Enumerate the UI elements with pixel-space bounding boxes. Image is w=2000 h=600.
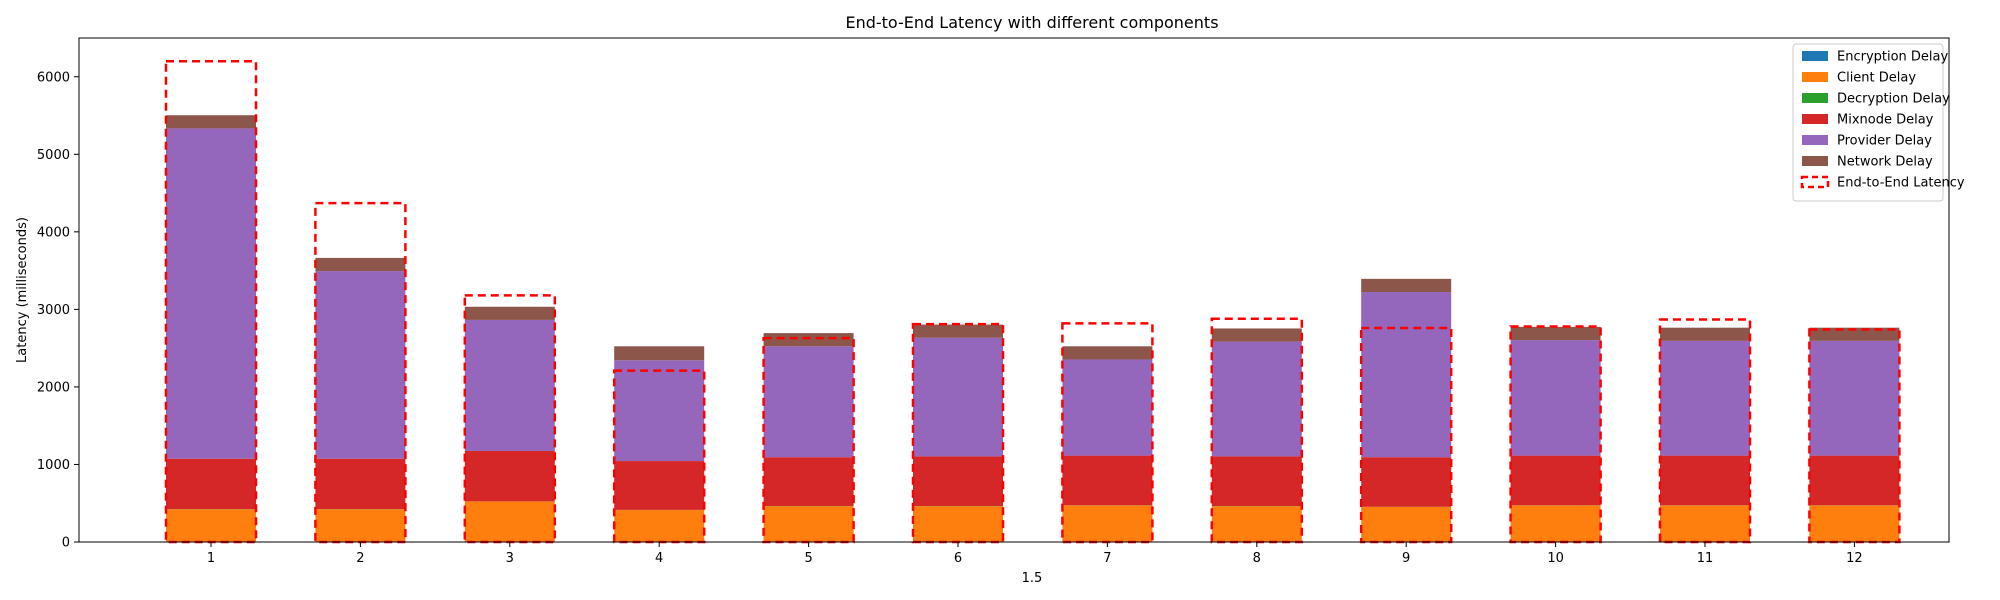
legend-swatch-6 (1802, 156, 1828, 166)
bar-segment-4-cat-10 (1510, 455, 1601, 506)
bar-segment-4-cat-4 (614, 461, 705, 510)
bar-segment-2-cat-2 (315, 509, 406, 542)
end-to-end-bar-9 (1359, 326, 1453, 544)
bar-segment-4-cat-11 (1660, 455, 1750, 506)
bar-segment-2-cat-8 (1211, 506, 1302, 542)
bar-segment-2-cat-3 (464, 501, 555, 542)
legend-label-6: Network Delay (1837, 155, 1933, 170)
y-tick-label-4: 4000 (37, 225, 70, 240)
bar-segment-5-cat-1 (166, 128, 256, 459)
bar-segment-4-cat-7 (1062, 455, 1153, 506)
legend-label-7: End-to-End Latency (1837, 176, 1965, 191)
legend-label-1: Encryption Delay (1837, 50, 1949, 65)
y-tick-label-6: 6000 (37, 70, 70, 85)
y-tick-label-5: 5000 (37, 148, 70, 163)
y-tick-label-1: 1000 (37, 458, 70, 473)
bar-segment-6-cat-2 (315, 257, 406, 272)
bar-segment-4-cat-12 (1809, 455, 1900, 506)
bar-segment-6-cat-11 (1660, 327, 1750, 341)
chart-title: End-to-End Latency with different compon… (845, 13, 1218, 32)
bar-segment-4-cat-2 (315, 458, 406, 510)
legend-label-2: Client Delay (1837, 71, 1916, 86)
x-tick-label-2: 2 (356, 551, 364, 566)
bar-segment-4-cat-3 (464, 450, 555, 502)
bar-segment-4-cat-5 (763, 457, 854, 507)
bar-segment-5-cat-4 (614, 360, 705, 462)
legend: Encryption Delay Client Delay Decryption D… (1792, 43, 1965, 202)
bar-segment-2-cat-10 (1510, 505, 1601, 542)
bar-segment-6-cat-5 (763, 333, 854, 347)
bar-segment-2-cat-6 (913, 506, 1003, 542)
x-axis: 1 2 3 4 5 6 7 8 9 10 11 12 (207, 542, 1863, 566)
legend-swatch-7 (1800, 175, 1830, 189)
bar-segment-2-cat-5 (763, 506, 854, 542)
bar-segment-5-cat-2 (315, 271, 406, 459)
bar-segment-6-cat-6 (913, 324, 1003, 338)
bar-segment-6-cat-12 (1809, 327, 1900, 341)
legend-swatch-1 (1802, 51, 1828, 61)
y-axis: 0 1000 2000 3000 4000 5000 6000 (37, 70, 79, 551)
bar-segment-6-cat-1 (166, 115, 256, 129)
bar-segment-5-cat-9 (1361, 292, 1452, 458)
plot-frame (78, 37, 1950, 543)
bar-segment-5-cat-5 (763, 346, 854, 458)
x-tick-label-1: 1 (207, 551, 215, 566)
bar-segment-4-cat-9 (1361, 457, 1452, 507)
y-axis-label: Latency (milliseconds) (15, 217, 30, 363)
bar-segment-5-cat-12 (1809, 340, 1900, 456)
legend-label-4: Mixnode Delay (1837, 113, 1934, 128)
legend-swatch-5 (1802, 135, 1828, 145)
legend-label-5: Provider Delay (1837, 134, 1932, 149)
bar-segment-5-cat-7 (1062, 359, 1153, 456)
bar-segment-2-cat-4 (614, 510, 705, 542)
bars-group (166, 115, 1900, 542)
bar-segment-2-cat-9 (1361, 506, 1452, 542)
bar-segment-2-cat-12 (1809, 505, 1900, 542)
x-tick-label-12: 12 (1846, 551, 1863, 566)
bar-segment-4-cat-6 (913, 456, 1003, 507)
x-tick-label-10: 10 (1547, 551, 1564, 566)
end-to-end-bar-12 (1808, 328, 1901, 544)
bar-segment-2-cat-7 (1062, 505, 1153, 542)
x-tick-label-11: 11 (1697, 551, 1714, 566)
x-tick-label-9: 9 (1402, 551, 1410, 566)
bar-segment-6-cat-7 (1062, 346, 1153, 360)
bar-segment-2-cat-11 (1660, 505, 1750, 542)
x-tick-label-8: 8 (1253, 551, 1261, 566)
x-tick-label-5: 5 (804, 551, 812, 566)
bar-segment-4-cat-1 (166, 458, 256, 510)
bar-segment-6-cat-10 (1510, 326, 1601, 341)
end-to-end-bar-10 (1509, 325, 1602, 544)
y-tick-label-0: 0 (62, 536, 70, 551)
bar-segment-5-cat-10 (1510, 340, 1601, 456)
x-tick-label-4: 4 (655, 551, 663, 566)
legend-swatch-2 (1802, 72, 1828, 82)
legend-swatch-4 (1802, 114, 1828, 124)
bar-segment-4-cat-8 (1211, 456, 1302, 507)
x-axis-label: 1.5 (1022, 571, 1043, 586)
bar-segment-6-cat-3 (464, 306, 555, 320)
bar-segment-6-cat-4 (614, 346, 705, 361)
bar-segment-5-cat-6 (913, 337, 1003, 457)
bar-segment-5-cat-8 (1211, 341, 1302, 457)
end-to-end-outlines (164, 60, 1901, 544)
x-tick-label-6: 6 (954, 551, 962, 566)
bar-segment-6-cat-8 (1211, 328, 1302, 342)
x-tick-label-7: 7 (1103, 551, 1111, 566)
y-tick-label-3: 3000 (37, 303, 70, 318)
legend-frame (1792, 43, 1944, 202)
bar-segment-6-cat-9 (1361, 278, 1452, 293)
legend-swatch-3 (1802, 93, 1828, 103)
legend-label-3: Decryption Delay (1837, 92, 1950, 107)
x-tick-label-3: 3 (506, 551, 514, 566)
bar-segment-2-cat-1 (166, 509, 256, 542)
y-tick-label-2: 2000 (37, 380, 70, 395)
bar-segment-5-cat-11 (1660, 340, 1750, 456)
bar-segment-5-cat-3 (464, 319, 555, 451)
